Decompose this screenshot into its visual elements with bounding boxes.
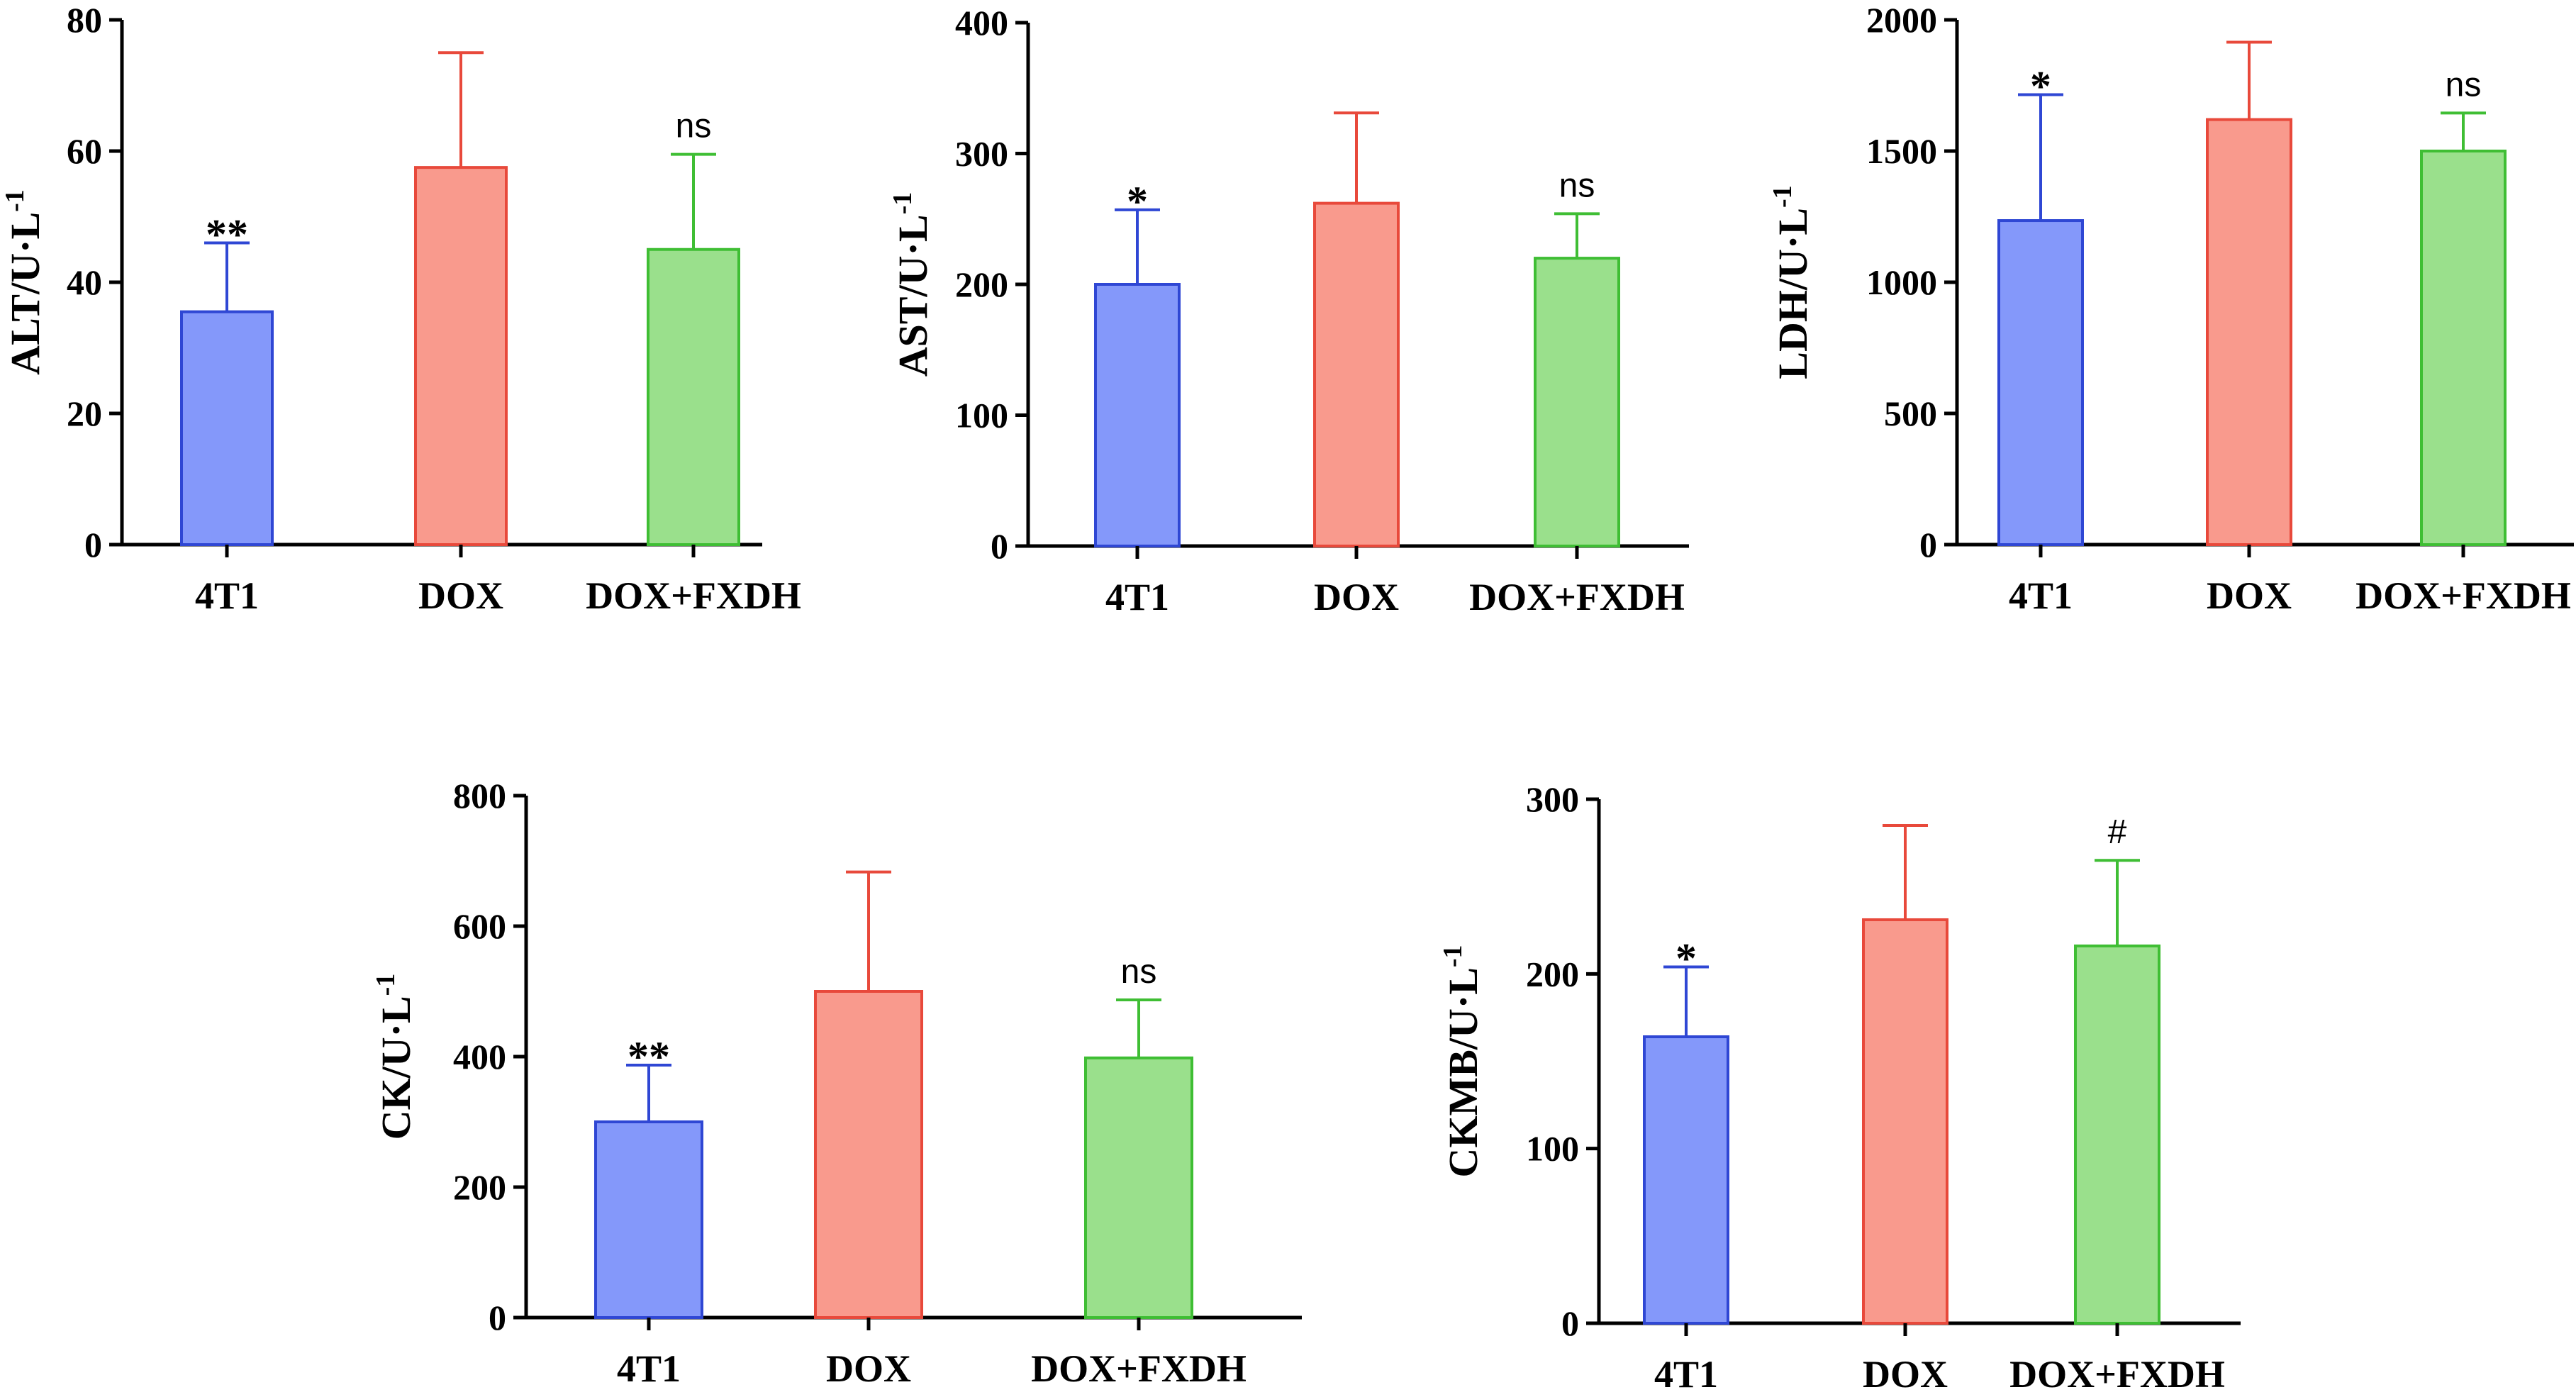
bar-dox-fxdh: [2420, 150, 2507, 546]
y-tick-label: 200: [955, 265, 1008, 304]
y-tick-label: 500: [1884, 394, 1937, 433]
y-tick-label: 400: [453, 1037, 506, 1076]
y-axis-label-text: CK/U·L: [373, 996, 419, 1140]
x-tick-label: 4T1: [617, 1347, 681, 1390]
y-tick-label: 200: [453, 1167, 506, 1207]
y-tick-label: 60: [67, 131, 102, 171]
significance-label: ns: [676, 108, 712, 145]
y-tick-label: 0: [84, 525, 102, 564]
y-tick-label: 300: [1526, 779, 1579, 819]
y-tick-label: 200: [1526, 954, 1579, 994]
y-tick-label: 20: [67, 394, 102, 433]
x-tick-label: DOX: [826, 1347, 911, 1390]
significance-label: ns: [1559, 167, 1595, 204]
significance-label: *: [1127, 178, 1148, 225]
significance-label: **: [628, 1033, 670, 1080]
chart-panel: 0 200 400 600 800 4T1 ** DOX DOX+FXDH ns CK/U·L-1: [371, 776, 1302, 1390]
y-axis-label-text: LDH/U·L: [1770, 208, 1816, 379]
x-tick-label: DOX+FXDH: [586, 574, 801, 617]
y-tick-label: 300: [955, 134, 1008, 174]
y-axis-label: CK/U·L-1: [371, 974, 419, 1140]
y-axis-label: AST/U·L-1: [888, 192, 936, 377]
y-axis-label-superscript: -1: [1768, 185, 1797, 208]
significance-label: ns: [1121, 953, 1157, 991]
significance-label: ns: [2446, 66, 2482, 104]
y-axis-label-text: CKMB/U·L: [1440, 967, 1486, 1177]
x-tick-label: DOX: [1863, 1353, 1948, 1396]
y-tick-label: 800: [453, 776, 506, 816]
bar-dox: [414, 166, 508, 546]
x-tick-label: 4T1: [2009, 574, 2073, 617]
y-tick-label: 0: [489, 1298, 506, 1337]
y-tick-label: 1500: [1866, 131, 1937, 171]
significance-label: **: [206, 211, 248, 258]
bar-dox-fxdh: [2074, 944, 2160, 1325]
chart-panel: 0 100 200 300 4T1 * DOX DOX+FXDH # CKMB/U·L-1: [1438, 779, 2241, 1396]
x-tick-label: 4T1: [195, 574, 259, 617]
x-tick-label: 4T1: [1105, 576, 1169, 618]
y-tick-label: 80: [67, 0, 102, 40]
x-tick-label: DOX+FXDH: [2009, 1353, 2225, 1396]
y-axis-label-superscript: -1: [1438, 945, 1468, 967]
y-axis-label-superscript: -1: [0, 189, 30, 212]
x-tick-label: DOX: [418, 574, 503, 617]
y-axis-label: ALT/U·L-1: [0, 189, 48, 375]
bar-4t1: [1997, 219, 2084, 546]
y-axis-label-text: ALT/U·L: [2, 212, 48, 375]
bar-dox: [814, 990, 923, 1319]
y-axis-label-text: AST/U·L: [890, 214, 936, 377]
y-axis-label: LDH/U·L-1: [1768, 185, 1816, 379]
y-tick-label: 0: [1561, 1303, 1579, 1343]
chart-panel: 0 500 1000 1500 2000 4T1 * DOX DOX+FXDH ns LDH/U·L…: [1768, 0, 2574, 617]
bar-4t1: [180, 310, 274, 546]
bar-4t1: [1094, 283, 1181, 547]
chart-panel: 0 100 200 300 400 4T1 * DOX DOX+FXDH ns AST/U·L-1: [888, 3, 1689, 618]
x-tick-label: DOX: [2207, 574, 2292, 617]
x-tick-label: DOX: [1314, 576, 1399, 618]
y-tick-label: 100: [955, 396, 1008, 435]
y-tick-label: 40: [67, 262, 102, 302]
bar-dox-fxdh: [647, 247, 740, 546]
bar-dox: [2206, 118, 2292, 547]
x-tick-label: DOX+FXDH: [2355, 574, 2571, 617]
y-tick-label: 400: [955, 3, 1008, 43]
y-tick-label: 2000: [1866, 0, 1937, 40]
bar-4t1: [1643, 1035, 1729, 1325]
y-axis-label-superscript: -1: [371, 974, 401, 996]
y-tick-label: 100: [1526, 1129, 1579, 1169]
bar-dox-fxdh: [1084, 1056, 1193, 1319]
significance-label: #: [2108, 813, 2127, 851]
y-axis-label: CKMB/U·L-1: [1438, 945, 1486, 1177]
y-tick-label: 600: [453, 906, 506, 946]
chart-panel: 0 20 40 60 80 4T1 ** DOX DOX+FXDH ns ALT/U·L-1: [0, 0, 801, 617]
y-tick-label: 0: [1919, 525, 1937, 564]
bar-dox-fxdh: [1534, 257, 1620, 547]
x-tick-label: DOX+FXDH: [1031, 1347, 1247, 1390]
y-axis-label-superscript: -1: [888, 192, 918, 215]
x-tick-label: DOX+FXDH: [1469, 576, 1685, 618]
y-tick-label: 0: [991, 526, 1008, 566]
significance-label: *: [2030, 62, 2051, 109]
significance-label: *: [1675, 935, 1697, 981]
x-tick-label: 4T1: [1654, 1353, 1718, 1396]
y-tick-label: 1000: [1866, 262, 1937, 302]
bar-dox: [1313, 201, 1400, 547]
bar-4t1: [594, 1120, 703, 1319]
bar-dox: [1862, 918, 1948, 1325]
